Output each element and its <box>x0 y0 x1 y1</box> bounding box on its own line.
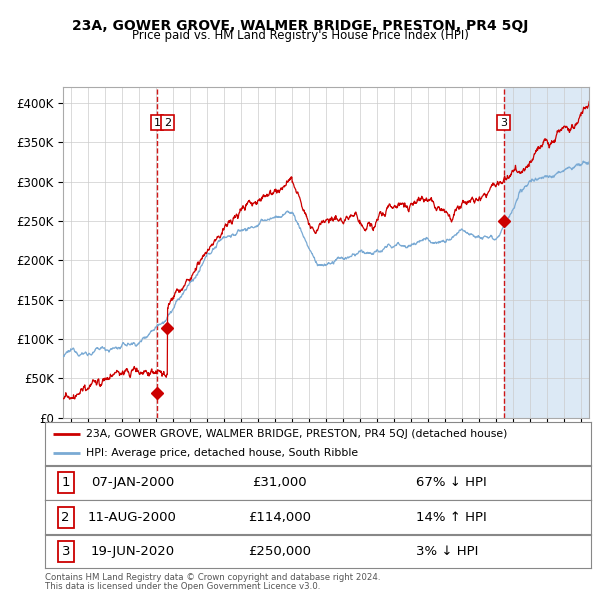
Text: Contains HM Land Registry data © Crown copyright and database right 2024.: Contains HM Land Registry data © Crown c… <box>45 573 380 582</box>
Text: Price paid vs. HM Land Registry's House Price Index (HPI): Price paid vs. HM Land Registry's House … <box>131 30 469 42</box>
Text: £250,000: £250,000 <box>248 545 311 558</box>
Text: 23A, GOWER GROVE, WALMER BRIDGE, PRESTON, PR4 5QJ: 23A, GOWER GROVE, WALMER BRIDGE, PRESTON… <box>72 19 528 33</box>
Text: This data is licensed under the Open Government Licence v3.0.: This data is licensed under the Open Gov… <box>45 582 320 590</box>
Text: 3% ↓ HPI: 3% ↓ HPI <box>416 545 479 558</box>
Text: £31,000: £31,000 <box>253 476 307 490</box>
Text: 23A, GOWER GROVE, WALMER BRIDGE, PRESTON, PR4 5QJ (detached house): 23A, GOWER GROVE, WALMER BRIDGE, PRESTON… <box>86 429 508 439</box>
Text: 3: 3 <box>61 545 70 558</box>
Text: 2: 2 <box>61 510 70 524</box>
Text: HPI: Average price, detached house, South Ribble: HPI: Average price, detached house, Sout… <box>86 448 358 458</box>
Text: 67% ↓ HPI: 67% ↓ HPI <box>416 476 487 490</box>
Text: 1: 1 <box>61 476 70 490</box>
Text: 1: 1 <box>154 118 161 127</box>
Bar <box>503 87 600 418</box>
Text: 19-JUN-2020: 19-JUN-2020 <box>90 545 175 558</box>
Text: £114,000: £114,000 <box>248 510 311 524</box>
Text: 11-AUG-2000: 11-AUG-2000 <box>88 510 177 524</box>
Text: 14% ↑ HPI: 14% ↑ HPI <box>416 510 487 524</box>
Text: 2: 2 <box>164 118 171 127</box>
Text: 07-JAN-2000: 07-JAN-2000 <box>91 476 174 490</box>
Text: 3: 3 <box>500 118 507 127</box>
